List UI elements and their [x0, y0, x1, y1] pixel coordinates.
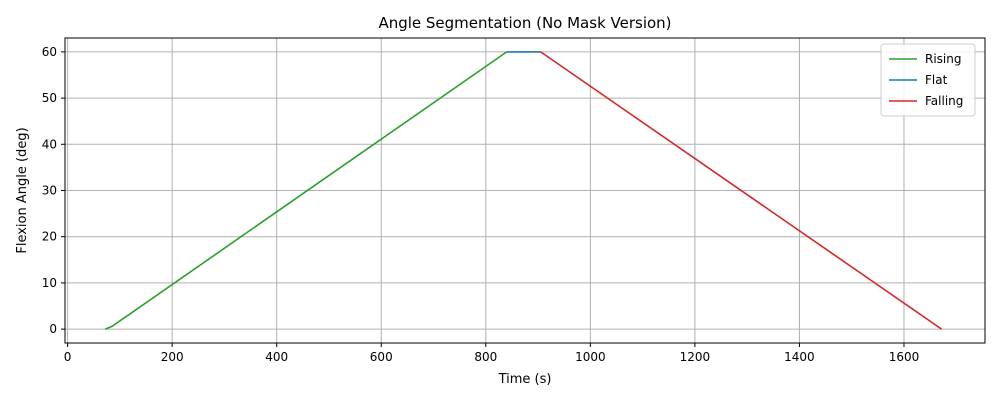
- y-tick-label: 20: [42, 230, 57, 244]
- x-axis-ticks: 0 200 400 600 800 1000 1200 1400 1600: [64, 343, 919, 364]
- legend-label-rising: Rising: [925, 52, 961, 66]
- chart-title: Angle Segmentation (No Mask Version): [378, 14, 671, 32]
- y-tick-label: 30: [42, 184, 57, 198]
- grid: [65, 38, 985, 343]
- x-tick-label: 800: [474, 350, 497, 364]
- x-tick-label: 1000: [575, 350, 606, 364]
- y-tick-label: 0: [49, 322, 57, 336]
- y-tick-label: 40: [42, 137, 57, 151]
- legend-label-flat: Flat: [925, 73, 948, 87]
- series-line-falling: [540, 51, 943, 330]
- series-line-rising: [105, 51, 508, 330]
- y-axis-label: Flexion Angle (deg): [15, 127, 30, 253]
- legend-label-falling: Falling: [925, 94, 963, 108]
- legend: Rising Flat Falling: [880, 43, 976, 117]
- x-tick-label: 0: [64, 350, 72, 364]
- y-tick-label: 60: [42, 45, 57, 59]
- y-tick-label: 10: [42, 276, 57, 290]
- x-tick-label: 200: [161, 350, 184, 364]
- x-tick-label: 600: [370, 350, 393, 364]
- x-tick-label: 1200: [680, 350, 711, 364]
- x-tick-label: 400: [265, 350, 288, 364]
- legend-box: [880, 43, 976, 117]
- x-tick-label: 1600: [889, 350, 920, 364]
- series-lines: [105, 51, 943, 330]
- x-tick-label: 1400: [784, 350, 815, 364]
- y-tick-label: 50: [42, 91, 57, 105]
- x-axis-label: Time (s): [498, 372, 552, 387]
- y-axis-ticks: 0 10 20 30 40 50 60: [42, 45, 65, 336]
